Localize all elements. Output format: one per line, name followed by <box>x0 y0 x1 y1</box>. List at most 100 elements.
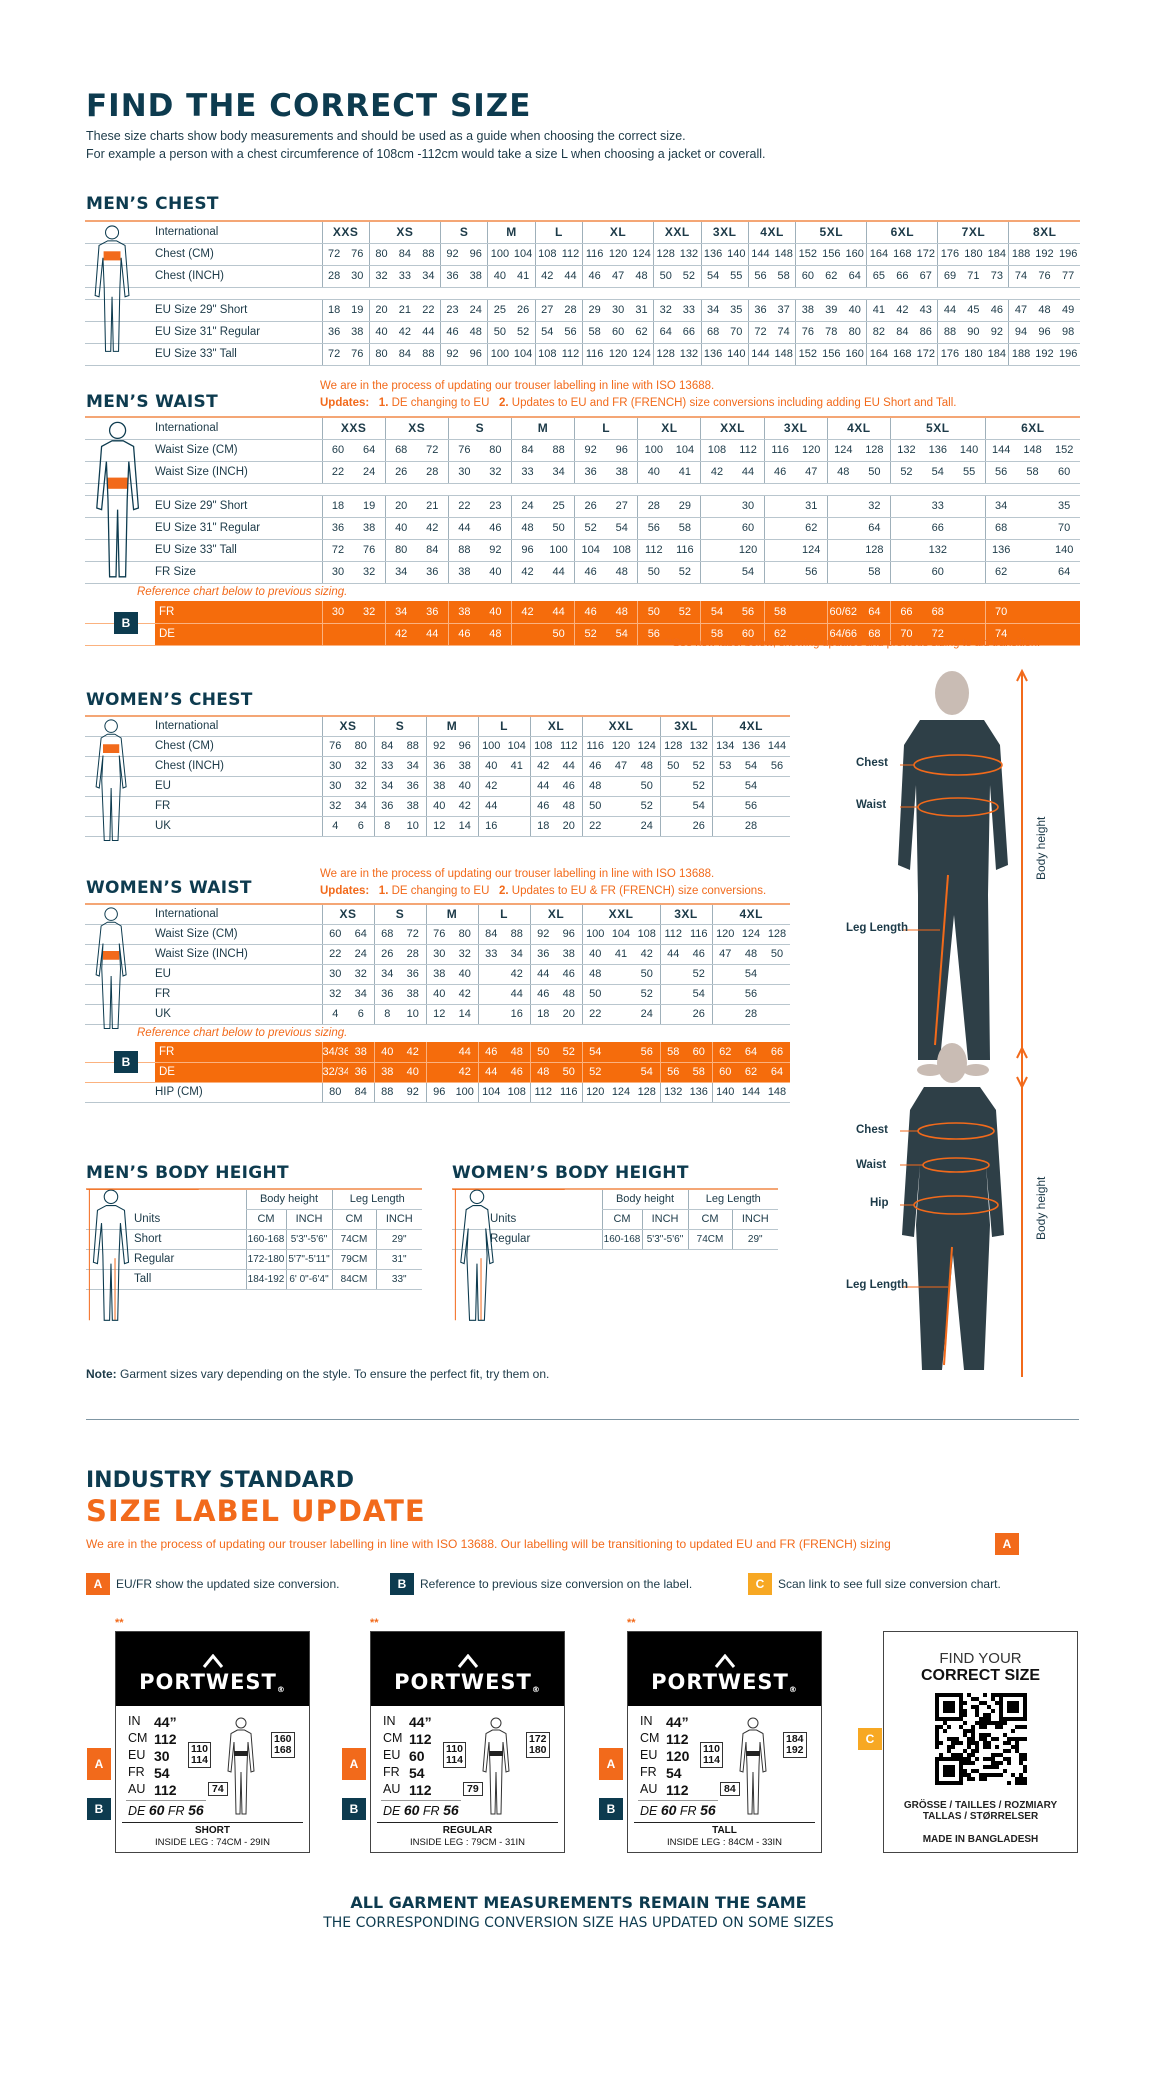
table-cell: 120 <box>608 736 634 757</box>
table-cell: 92 <box>400 1082 426 1103</box>
table-cell: 88 <box>937 321 962 344</box>
table-cell <box>477 1004 504 1025</box>
table-cell: 44 <box>477 796 504 817</box>
table-cell: 188 <box>1008 243 1033 266</box>
table-cell: 46 <box>529 796 556 817</box>
size-header-4xl: 4XL <box>747 220 796 244</box>
table-cell: 41 <box>669 461 701 484</box>
woman-leg-length-label: Leg Length <box>846 1279 908 1291</box>
table-cell <box>1016 561 1049 584</box>
table-cell: 168 <box>890 243 915 266</box>
table-cell: 184 <box>985 243 1009 266</box>
men-height-title: MEN’S BODY HEIGHT <box>86 1163 289 1183</box>
table-cell: 14 <box>452 1004 478 1025</box>
body-height-header: Body height <box>245 1188 333 1210</box>
table-cell: 124 <box>738 924 764 945</box>
table-cell: 26 <box>511 299 536 322</box>
table-cell: 41 <box>866 299 891 322</box>
qr-code[interactable] <box>934 1693 1027 1785</box>
table-cell: 60 <box>606 321 630 344</box>
table-cell: 39 <box>819 299 844 322</box>
table-cell <box>953 539 986 562</box>
table-cell: 42 <box>504 964 530 985</box>
table-cell: 22 <box>321 944 348 965</box>
table-cell <box>1016 601 1049 624</box>
table-cell: 68 <box>984 517 1017 540</box>
table-cell: 30 <box>425 944 452 965</box>
table-cell: 49 <box>1056 299 1080 322</box>
table-cell: 36 <box>321 321 346 344</box>
table-cell: 100 <box>581 924 608 945</box>
table-cell: 120 <box>795 439 828 462</box>
table-cell: 23 <box>479 495 512 518</box>
table-cell <box>953 517 986 540</box>
table-cell: 22 <box>447 495 480 518</box>
table-cell: 30 <box>321 756 348 777</box>
table-cell: 112 <box>659 924 686 945</box>
unit-header: CM <box>245 1209 286 1230</box>
table-cell: 48 <box>556 984 582 1005</box>
women-waist-title: WOMEN’S WAIST <box>86 878 252 898</box>
table-cell: 148 <box>764 1082 790 1103</box>
table-cell: 66 <box>677 321 701 344</box>
table-cell <box>889 517 922 540</box>
table-cell: 140 <box>711 1082 738 1103</box>
table-cell <box>477 964 504 985</box>
update-2: Updates to EU and FR (FRENCH) size conve… <box>511 397 957 409</box>
update-1: DE changing to EU <box>391 885 490 897</box>
table-cell: 32 <box>348 776 374 797</box>
table-cell: 22 <box>581 1004 608 1025</box>
row-label: FR Size <box>85 561 322 584</box>
line-value: 54 <box>154 1765 170 1781</box>
table-cell: 40 <box>384 517 417 540</box>
table-cell: 46 <box>529 984 556 1005</box>
table-cell: 160 <box>843 243 867 266</box>
table-cell <box>425 1042 452 1063</box>
table-cell: 29 <box>669 495 701 518</box>
table-cell: 32 <box>353 561 386 584</box>
table-cell: 88 <box>447 539 480 562</box>
table-cell: 44 <box>543 561 575 584</box>
table-row: Chest (INCH) 30 32 33 34 36 38 40 41 42 44 46 47 48 50… <box>85 756 790 777</box>
table-cell: 28 <box>738 816 764 837</box>
row-label: Waist Size (INCH) <box>85 944 322 965</box>
table-cell: 60 <box>795 265 820 288</box>
table-cell: 112 <box>558 343 583 366</box>
table-cell: 41 <box>504 756 530 777</box>
table-cell: 136 <box>738 736 764 757</box>
table-cell: 26 <box>384 461 417 484</box>
table-cell: 92 <box>439 343 465 366</box>
table-row: Waist Size (CM) 60 64 68 72 76 80 84 88 92 96 100 10… <box>85 439 1080 462</box>
table-cell <box>764 776 790 797</box>
updates-text: Updates: 1. DE changing to EU 2. Updates… <box>320 883 766 900</box>
size-header-xl: XL <box>529 715 582 737</box>
table-cell: 176 <box>937 343 962 366</box>
table-cell <box>321 623 354 646</box>
table-cell: 54 <box>738 964 764 985</box>
table-cell <box>953 495 986 518</box>
row-label: Chest (CM) <box>85 736 322 757</box>
table-cell: 80 <box>368 343 394 366</box>
table-cell <box>504 796 530 817</box>
brand-name: PORTWEST <box>139 1670 277 1694</box>
line-value: 112 <box>666 1731 689 1747</box>
size-header-4xl: 4XL <box>826 416 891 440</box>
table-cell: 116 <box>763 439 796 462</box>
table-cell: 80 <box>348 736 374 757</box>
man-chest-label: Chest <box>856 757 888 769</box>
table-cell: 66 <box>921 517 954 540</box>
table-cell: 88 <box>504 924 530 945</box>
table-cell: 36 <box>574 461 607 484</box>
table-cell <box>608 1042 634 1063</box>
size-header-l: L <box>574 416 638 440</box>
row-label: EU <box>85 776 322 797</box>
line-key: FR <box>383 1765 400 1779</box>
table-cell: 42 <box>534 265 559 288</box>
label-badge-a: A <box>342 1748 366 1780</box>
table-cell <box>608 816 634 837</box>
table-cell: 40 <box>425 796 452 817</box>
unit-header: CM <box>331 1209 377 1230</box>
note-text: Garment sizes vary depending on the styl… <box>116 1367 550 1381</box>
table-cell: 104 <box>574 539 607 562</box>
line-value: 120 <box>666 1748 690 1764</box>
